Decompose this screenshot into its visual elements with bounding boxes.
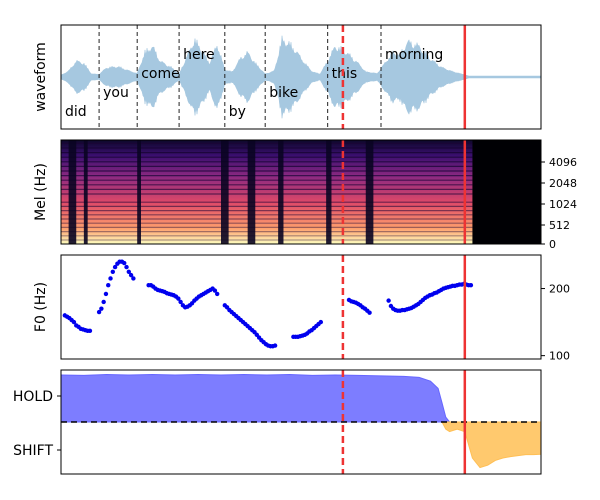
mel-silence [278, 140, 284, 244]
mel-ytick-label: 512 [549, 219, 570, 232]
mel-ytick-label: 1024 [549, 198, 577, 211]
mel-silence [326, 140, 332, 244]
word-label: come [141, 66, 180, 82]
f0-point [128, 272, 134, 278]
hold-area [61, 373, 451, 423]
f0-point [212, 288, 218, 293]
mel-silence [365, 140, 374, 244]
waveform-area [61, 35, 541, 119]
turn-taking-frame [60, 369, 542, 475]
f0-point [178, 299, 183, 305]
f0-point [468, 282, 474, 288]
turn-taking-panel: HOLD SHIFT [13, 369, 542, 475]
mel-silence [68, 140, 77, 244]
f0-point [87, 328, 93, 334]
f0-point [124, 264, 129, 270]
word-label: here [183, 47, 215, 63]
waveform-frame [60, 24, 542, 130]
word-label: this [332, 66, 358, 82]
f0-point [103, 291, 109, 297]
f0-point [131, 276, 136, 281]
f0-point [272, 343, 278, 348]
mel-frame [60, 139, 542, 245]
mel-ytick-label: 4096 [549, 156, 577, 169]
f0-point [110, 269, 116, 274]
mel-silence [221, 140, 229, 244]
turn-taking-ytick-label: HOLD [13, 389, 53, 405]
mel-spectrogram-panel: 0 512 1024 2048 4096 Mel (Hz) [33, 139, 577, 251]
mel-energy [61, 140, 473, 244]
mel-silence [83, 140, 88, 244]
f0-point [108, 276, 113, 281]
f0-ytick-label: 200 [549, 283, 570, 296]
mel-ylabel: Mel (Hz) [33, 163, 49, 221]
f0-point [122, 260, 127, 266]
word-label: by [229, 104, 246, 120]
word-label: morning [385, 47, 443, 63]
f0-point [99, 306, 104, 311]
word-label: you [103, 85, 129, 101]
mel-silence [137, 140, 141, 244]
mel-ytick-label: 0 [549, 238, 556, 251]
f0-point [318, 319, 324, 325]
f0-ytick-label: 100 [549, 350, 570, 363]
word-label: bike [269, 85, 298, 101]
f0-point [106, 282, 111, 288]
f0-point [101, 299, 106, 305]
f0-point [386, 298, 391, 303]
waveform-ylabel: waveform [33, 42, 49, 112]
f0-point [214, 291, 220, 297]
f0-point [367, 310, 372, 315]
mel-ytick-label: 2048 [549, 177, 577, 190]
f0-point [126, 269, 132, 274]
f0-panel: 100 200 F0 (Hz) [33, 254, 570, 363]
shift-area [441, 421, 541, 469]
f0-ylabel: F0 (Hz) [33, 282, 49, 332]
f0-frame [60, 254, 542, 360]
f0-point [71, 319, 77, 325]
word-label: did [65, 104, 87, 120]
f0-point [176, 296, 181, 301]
f0-point [112, 264, 118, 270]
mel-silence [247, 140, 256, 244]
turn-taking-ytick-label: SHIFT [13, 443, 53, 459]
f0-point [96, 309, 102, 315]
